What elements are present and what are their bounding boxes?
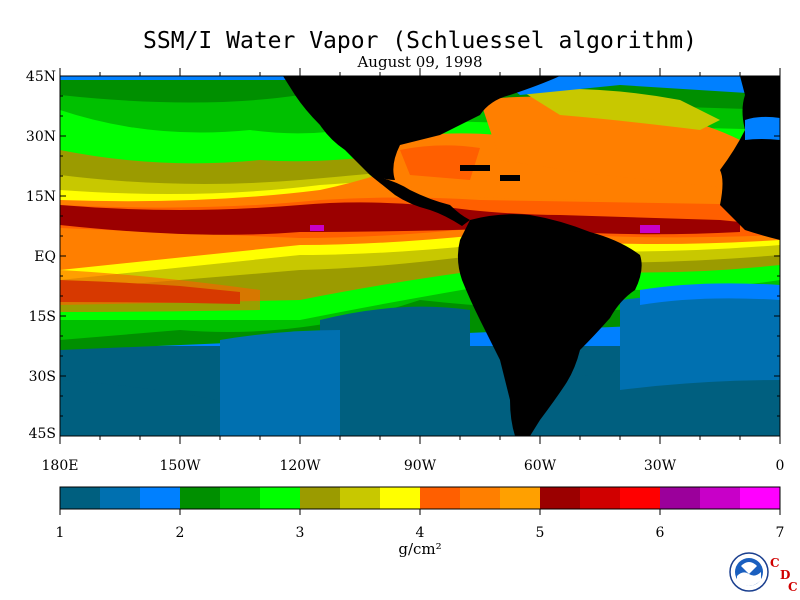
colorbar-unit: g/cm² xyxy=(398,540,442,558)
colorbar-swatch xyxy=(700,487,741,509)
lat-label: 45S xyxy=(29,426,56,442)
lat-label: EQ xyxy=(34,249,56,265)
lon-label: 90W xyxy=(404,458,437,474)
lon-label: 180E xyxy=(42,458,79,474)
colorbar-labels: 1 2 3 4 5 6 7 xyxy=(56,525,785,541)
lon-label: 60W xyxy=(524,458,557,474)
map-field xyxy=(60,76,780,436)
colorbar-swatch xyxy=(60,487,101,509)
colorbar-swatch xyxy=(380,487,421,509)
lat-label: 30N xyxy=(26,129,56,145)
colorbar-tick-label: 2 xyxy=(176,525,185,541)
colorbar-swatch xyxy=(580,487,621,509)
colorbar-swatch xyxy=(180,487,221,509)
lat-label: 15N xyxy=(26,189,56,205)
cdc-letter: C xyxy=(788,580,798,594)
colorbar-swatch xyxy=(460,487,501,509)
colorbar-swatch xyxy=(220,487,261,509)
colorbar-swatch xyxy=(340,487,381,509)
colorbar-swatch xyxy=(420,487,461,509)
cdc-letter: C xyxy=(770,556,780,570)
lon-label: 120W xyxy=(279,458,321,474)
colorbar-swatch xyxy=(500,487,541,509)
colorbar-tick-label: 1 xyxy=(56,525,65,541)
latitude-axis: 45N 30N 15N EQ 15S 30S 45S xyxy=(26,69,56,442)
axis-ticks xyxy=(59,68,781,444)
colorbar-swatch xyxy=(100,487,141,509)
lat-label: 30S xyxy=(29,369,56,385)
colorbar-swatch xyxy=(300,487,341,509)
noaa-logo-icon xyxy=(729,552,769,592)
colorbar-swatch xyxy=(540,487,581,509)
south-america-landmass xyxy=(457,214,642,436)
north-america-landmass xyxy=(283,76,560,180)
colorbar-ticks xyxy=(59,509,781,515)
lon-label: 150W xyxy=(159,458,201,474)
colorbar-tick-label: 4 xyxy=(416,525,425,541)
lon-label: 30W xyxy=(644,458,677,474)
colorbar xyxy=(59,486,781,510)
colorbar-tick-label: 3 xyxy=(296,525,305,541)
colorbar-tick-label: 6 xyxy=(656,525,665,541)
lat-label: 45N xyxy=(26,69,56,85)
colorbar-tick-label: 7 xyxy=(776,525,785,541)
colorbar-swatch xyxy=(140,487,181,509)
colorbar-tick-label: 5 xyxy=(536,525,545,541)
lon-label: 0 xyxy=(776,458,785,474)
colorbar-swatch xyxy=(260,487,301,509)
map-title: SSM/I Water Vapor (Schluessel algorithm) xyxy=(143,28,697,54)
colorbar-swatch xyxy=(740,487,781,509)
colorbar-swatch xyxy=(620,487,661,509)
lat-label: 15S xyxy=(29,309,56,325)
cdc-letter: D xyxy=(780,568,791,582)
longitude-axis: 180E 150W 120W 90W 60W 30W 0 xyxy=(42,458,785,474)
map-date: August 09, 1998 xyxy=(357,53,483,71)
colorbar-swatch xyxy=(660,487,701,509)
